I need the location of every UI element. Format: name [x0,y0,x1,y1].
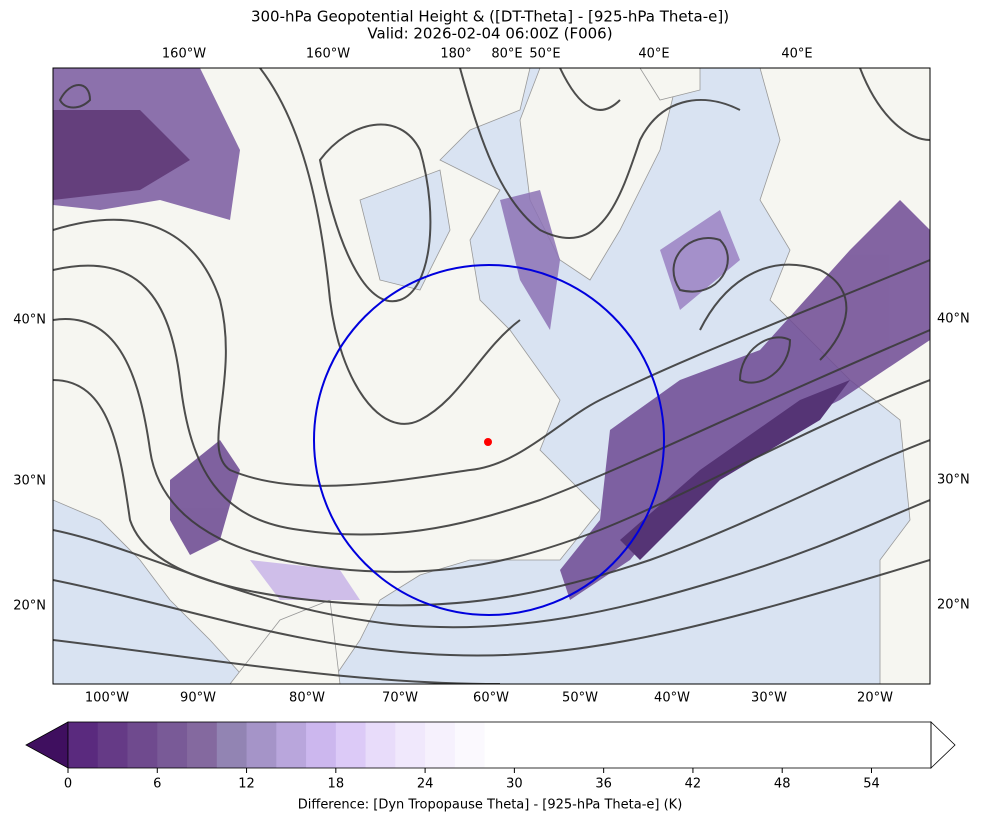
map-frame [52,67,931,685]
colorbar-bin [603,722,634,768]
shade [170,440,240,555]
lat-label: 30°N [13,474,46,489]
colorbar-bin [484,722,515,768]
colorbar-tick-label: 6 [153,777,161,792]
lat-label: 20°N [937,598,970,613]
contour [53,499,930,629]
lon-label: 40°W [654,691,690,706]
colorbar-tick-label: 18 [328,777,345,792]
colorbar-bin [454,722,486,768]
lon-label: 30°W [751,691,787,706]
colorbar-bin [335,722,367,768]
colorbar-bin [901,722,932,768]
colorbar-bin [871,722,902,768]
colorbar-tick-label: 54 [863,777,880,792]
colorbar-bin [692,722,724,768]
contour [738,336,792,384]
shade [500,190,560,330]
iceland [639,68,701,101]
contour [459,68,741,239]
shade [250,560,360,600]
lon-label: 80°E [491,47,522,62]
contour [53,218,930,487]
colorbar-tick-label: 0 [64,777,72,792]
colorbar-bin [425,722,456,768]
colorbar-bin [782,722,813,768]
colorbar-bin [811,722,843,768]
map [53,68,930,684]
colorbar-bin [663,722,694,768]
contour [699,263,848,361]
title: 300-hPa Geopotential Height & ([DT-Theta… [251,8,729,26]
colorbar-tick-label: 42 [685,777,702,792]
lon-label: 70°W [382,691,418,706]
contour [58,84,92,109]
colorbar-bin [68,722,99,768]
lon-label: 40°E [638,47,669,62]
colorbar-bin [216,722,248,768]
lon-label: 100°W [85,691,129,706]
colorbar-bin [246,722,277,768]
lat-label: 40°N [937,312,970,327]
lon-label: 50°E [529,47,560,62]
center-point [484,438,492,446]
colorbar-bin [365,722,396,768]
colorbar-bin [722,722,753,768]
colorbar-bin [841,722,872,768]
colorbar-tick-label: 24 [417,777,434,792]
contour [53,559,930,657]
contour [53,318,930,573]
colorbar-bin [157,722,188,768]
contour [318,123,432,303]
lon-label: 40°E [781,47,812,62]
lon-label: 50°W [562,691,598,706]
shade [53,110,190,200]
contour [559,68,621,111]
colorbar-tick-label: 48 [774,777,791,792]
contour [53,639,501,684]
subtitle: Valid: 2026-02-04 06:00Z (F006) [367,25,612,43]
lon-label: 160°W [306,47,350,62]
colorbar-bin [514,722,545,768]
lat-label: 30°N [937,473,970,488]
colorbar-extend-min [25,721,69,769]
lon-label: 90°W [180,691,216,706]
colorbar-tick-label: 12 [238,777,255,792]
lon-label: 180° [440,47,471,62]
lat-label: 40°N [13,313,46,328]
contour [672,237,729,293]
colorbar-bin [187,722,218,768]
contour [53,379,930,607]
lon-label: 20°W [857,691,893,706]
colorbar: 0 6 12 18 24 30 36 42 48 54 [25,721,956,792]
lon-label: 80°W [289,691,325,706]
colorbar-bin [544,722,575,768]
colorbar-extend-max [930,721,956,769]
contour [859,68,930,141]
colorbar-tick-label: 30 [506,777,523,792]
colorbar-bin [127,722,158,768]
lat-label: 20°N [13,599,46,614]
colorbar-bin [573,722,605,768]
radius-circle [313,264,665,616]
colorbar-bin [752,722,783,768]
lon-label: 60°W [473,691,509,706]
colorbar-bin [395,722,426,768]
shade [620,380,850,560]
colorbar-tick-label: 36 [595,777,612,792]
shade [660,210,740,310]
contour [259,68,521,425]
contours [53,68,930,684]
colorbar-bin [306,722,337,768]
lon-label: 160°W [162,47,206,62]
colorbar-frame [67,721,932,769]
colorbar-bin [97,722,129,768]
land [360,400,470,510]
colorbar-bin [276,722,307,768]
colorbar-bin [633,722,664,768]
colorbar-label: Difference: [Dyn Tropopause Theta] - [92… [298,798,683,813]
